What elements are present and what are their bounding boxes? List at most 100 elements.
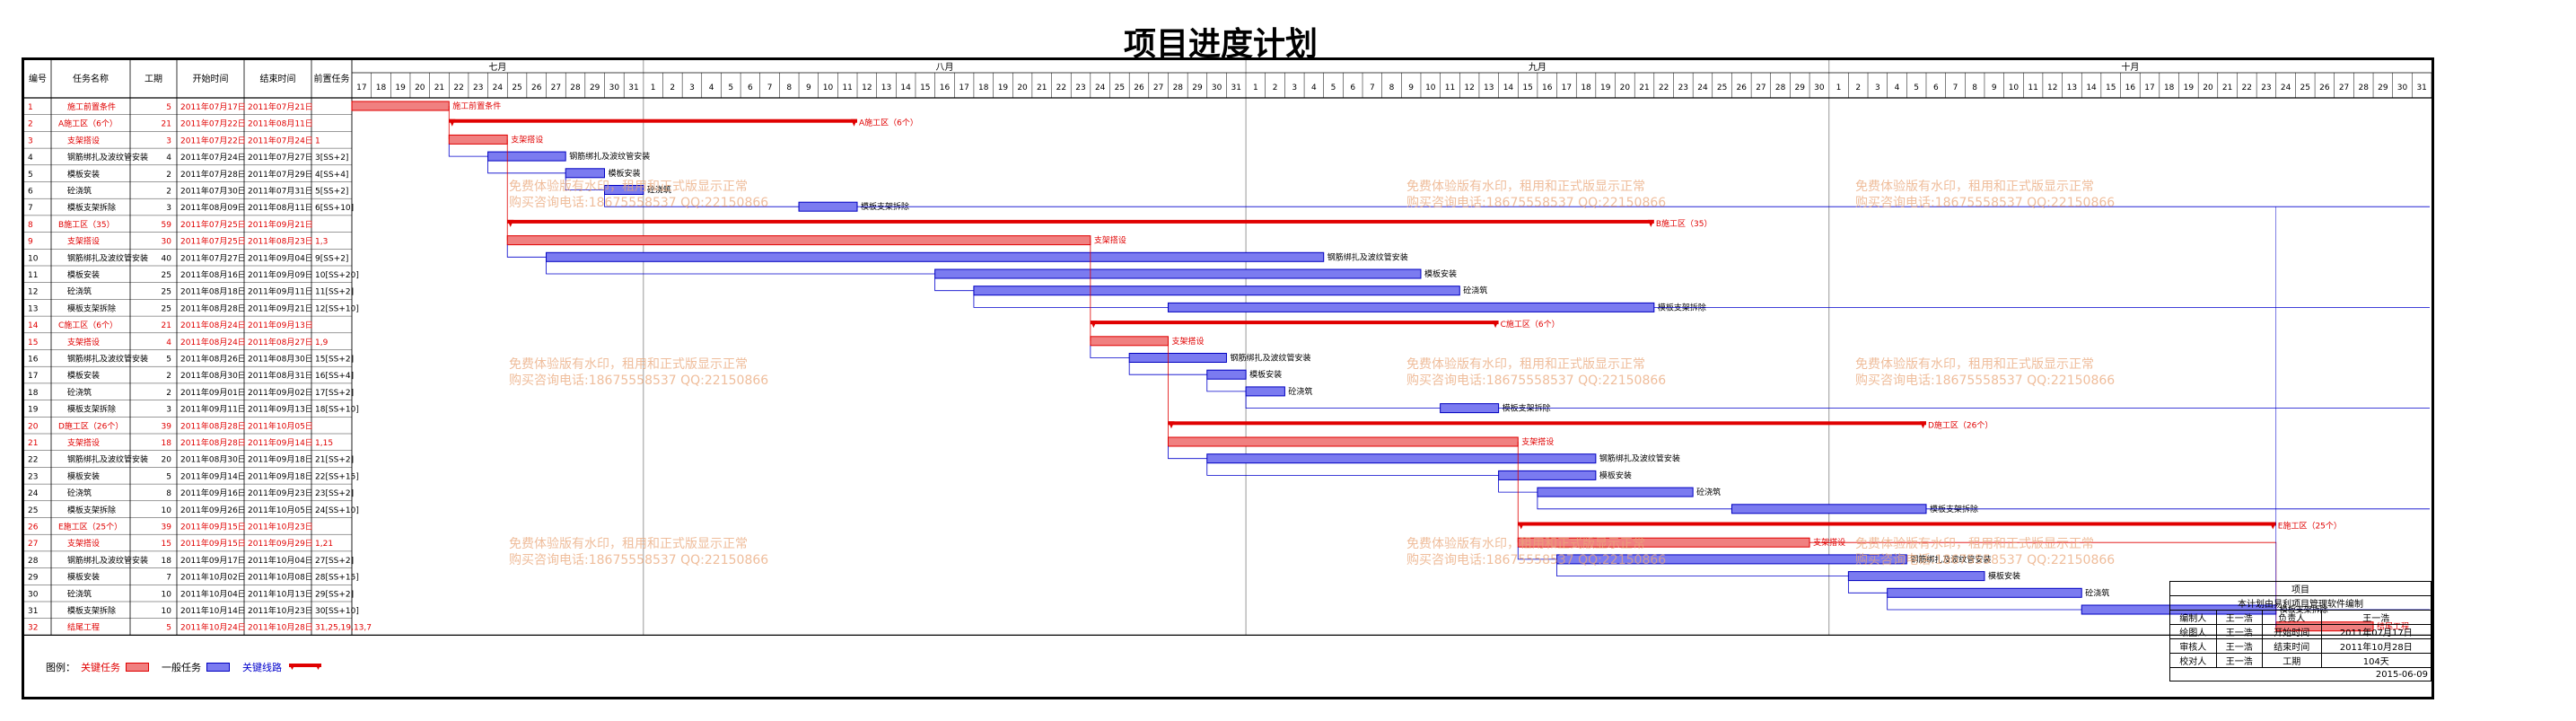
task-start: 2011年07月30日 — [180, 186, 246, 197]
bar-label: 钢筋绑扎及波纹管安装 — [569, 151, 650, 162]
bar-label: 砼浇筑 — [1288, 386, 1312, 397]
day-label: 14 — [900, 84, 911, 92]
day-label: 25 — [2300, 84, 2310, 92]
task-name: E施工区（25个） — [58, 522, 122, 532]
task-start: 2011年10月14日 — [180, 605, 246, 616]
day-label: 6 — [1350, 84, 1355, 92]
day-label: 25 — [1717, 84, 1727, 92]
day-label: 24 — [1697, 84, 1708, 92]
day-label: 19 — [998, 84, 1009, 92]
task-duration: 5 — [166, 472, 171, 481]
task-name: 模板支架拆除 — [67, 303, 116, 313]
task-duration: 39 — [162, 422, 172, 431]
day-label: 10 — [1425, 84, 1436, 92]
task-duration: 5 — [166, 356, 171, 365]
bar-label: 砼浇筑 — [1463, 286, 1487, 296]
day-label: 24 — [1095, 84, 1106, 92]
dependency-link — [1847, 580, 1888, 594]
task-end: 2011年10月05日 — [248, 505, 313, 515]
day-label: 17 — [2144, 84, 2154, 92]
day-label: 14 — [2086, 84, 2097, 92]
dependency-link — [448, 144, 488, 157]
task-end: 2011年10月13日 — [248, 588, 313, 599]
task-id: 3 — [28, 136, 33, 145]
signoff-cell: 校对人 — [2169, 653, 2217, 668]
dependency-link — [487, 161, 566, 174]
normal-task-bar — [1128, 353, 1227, 363]
task-predecessors: 23[SS+2] — [315, 489, 354, 498]
task-name: D施工区（26个） — [58, 420, 123, 431]
day-label: 21 — [2222, 84, 2232, 92]
task-end: 2011年09月14日 — [248, 437, 313, 448]
bar-label: 施工前置条件 — [452, 101, 501, 111]
task-predecessors: 1 — [315, 136, 320, 145]
task-end: 2011年07月21日 — [248, 101, 313, 112]
task-start: 2011年07月22日 — [180, 119, 246, 129]
day-label: 10 — [823, 84, 834, 92]
task-name: 模板支架拆除 — [67, 605, 116, 616]
normal-task-bar — [1206, 369, 1247, 380]
day-label: 5 — [1914, 84, 1919, 92]
day-label: 24 — [493, 84, 504, 92]
task-name: 支架搭设 — [67, 437, 100, 448]
day-label: 23 — [1075, 84, 1085, 92]
normal-task-bar — [1167, 302, 1655, 312]
day-label: 28 — [570, 84, 581, 92]
day-label: 17 — [959, 84, 968, 92]
legend-critical-swatch — [126, 663, 149, 672]
day-label: 7 — [767, 84, 773, 92]
task-end: 2011年07月24日 — [248, 135, 313, 145]
day-label: 14 — [1503, 84, 1514, 92]
task-name: 模板安装 — [67, 572, 100, 583]
dependency-link — [1206, 462, 1499, 476]
task-end: 2011年07月29日 — [248, 169, 313, 180]
task-name: 支架搭设 — [67, 337, 100, 347]
normal-task-bar — [934, 268, 1422, 279]
day-label: 26 — [1737, 84, 1748, 92]
task-id: 19 — [28, 406, 39, 415]
signoff-cell: 王一浩 — [2215, 624, 2264, 639]
day-label: 12 — [1464, 84, 1474, 92]
dependency-link — [1090, 345, 1130, 358]
task-duration: 5 — [166, 103, 171, 112]
day-label: 2 — [1273, 84, 1278, 92]
task-duration: 15 — [162, 540, 171, 549]
bar-label: 模板安装 — [1249, 369, 1282, 380]
task-duration: 59 — [162, 221, 172, 230]
signoff-row: 审核人 王一浩 结束时间 2011年10月28日 — [2169, 638, 2432, 654]
day-label: 24 — [2281, 84, 2291, 92]
summary-bar — [1090, 321, 1499, 325]
day-label: 9 — [806, 84, 811, 92]
bar-label: 钢筋绑扎及波纹管安装 — [1230, 353, 1310, 364]
summary-bar — [1168, 421, 1926, 426]
signoff-date: 2015-06-09 — [2169, 667, 2431, 681]
task-duration: 10 — [162, 607, 172, 616]
task-predecessors: 30[SS+10] — [315, 607, 359, 616]
day-label: 19 — [1600, 84, 1611, 92]
dependency-link — [973, 295, 1169, 308]
day-label: 7 — [1953, 84, 1958, 92]
task-start: 2011年10月24日 — [180, 622, 246, 633]
task-start: 2011年09月15日 — [180, 522, 246, 532]
day-label: 27 — [551, 84, 561, 92]
task-predecessors: 17[SS+2] — [315, 389, 354, 398]
signoff-row: 校对人 王一浩 工期 104天 — [2169, 653, 2432, 668]
normal-task-bar — [1245, 386, 1285, 397]
task-name: 支架搭设 — [67, 135, 100, 145]
task-start: 2011年08月26日 — [180, 354, 246, 365]
summary-cap — [2269, 522, 2276, 530]
legend-normal-label: 一般任务 — [162, 662, 201, 673]
day-label: 31 — [2416, 84, 2426, 92]
summary-cap — [851, 119, 858, 127]
task-predecessors: 28[SS+15] — [315, 574, 359, 583]
day-label: 29 — [590, 84, 600, 92]
day-label: 4 — [1311, 84, 1317, 92]
day-label: 4 — [1895, 84, 1900, 92]
task-duration: 18 — [162, 557, 172, 566]
dependency-link — [1206, 379, 1247, 392]
task-name: 钢筋绑扎及波纹管安装 — [67, 354, 148, 365]
day-label: 29 — [1192, 84, 1203, 92]
task-id: 21 — [28, 439, 38, 448]
task-predecessors: 29[SS+2] — [315, 590, 354, 599]
task-start: 2011年08月24日 — [180, 337, 246, 347]
